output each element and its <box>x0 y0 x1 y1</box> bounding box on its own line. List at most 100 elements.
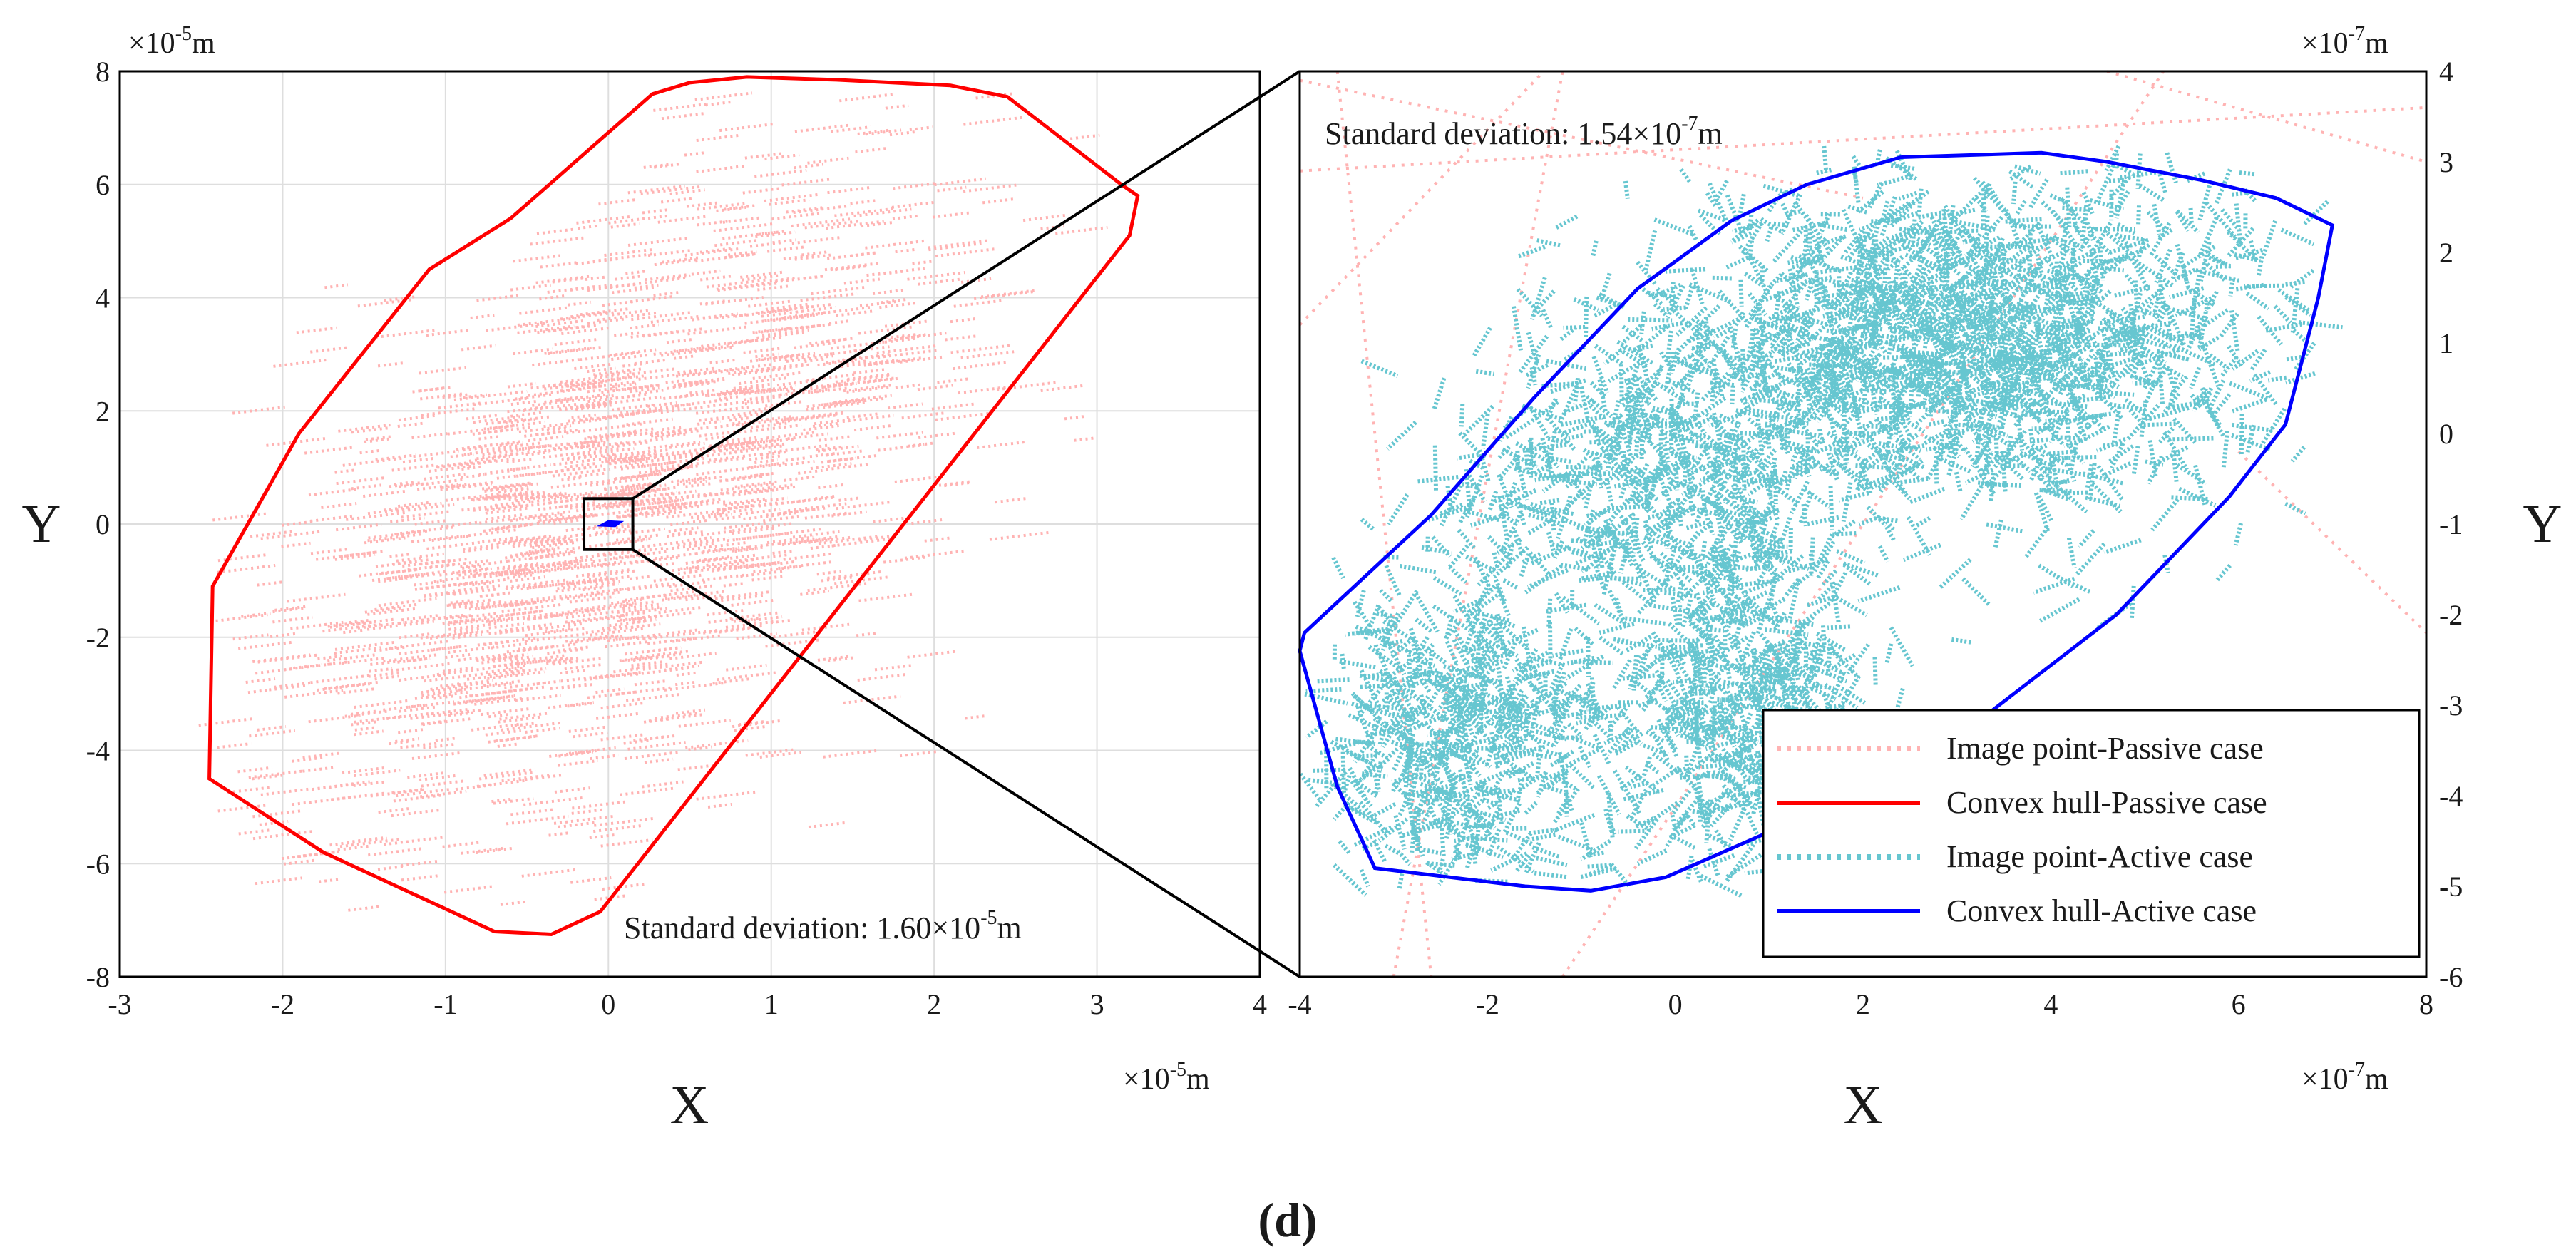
active-point <box>1999 256 2030 277</box>
passive-point <box>937 377 970 384</box>
active-point <box>2114 232 2134 250</box>
passive-point <box>529 581 573 590</box>
active-point <box>1652 406 1680 418</box>
passive-point <box>615 472 657 481</box>
active-point <box>1747 769 1763 781</box>
active-point <box>1823 235 1845 259</box>
active-point <box>2181 245 2216 270</box>
active-point <box>1529 832 1556 842</box>
passive-point <box>484 609 543 620</box>
passive-point <box>740 270 784 279</box>
active-point <box>2249 370 2272 384</box>
active-point <box>1475 809 1507 822</box>
passive-point <box>327 653 375 662</box>
passive-point <box>431 535 468 543</box>
active-point <box>1503 700 1528 731</box>
active-point <box>1847 304 1857 329</box>
passive-point <box>472 428 513 436</box>
active-point <box>1440 694 1452 723</box>
active-point <box>1452 597 1482 615</box>
active-point <box>2123 334 2138 352</box>
passive-point <box>744 399 771 406</box>
active-point <box>1643 364 1664 406</box>
passive-point <box>796 305 837 314</box>
passive-point <box>386 569 449 580</box>
active-point <box>1643 535 1667 547</box>
active-point <box>1367 645 1405 673</box>
active-point <box>1700 490 1708 511</box>
active-point <box>1901 265 1926 294</box>
active-point <box>1812 533 1834 574</box>
passive-point <box>457 578 506 587</box>
active-point <box>1821 365 1840 400</box>
active-point <box>2059 169 2088 176</box>
active-point <box>2019 394 2037 420</box>
passive-point <box>868 356 923 366</box>
passive-point <box>982 197 1015 205</box>
active-point <box>1787 400 1821 434</box>
active-point <box>1495 617 1516 629</box>
active-point <box>1840 338 1884 360</box>
passive-point <box>452 632 483 640</box>
active-point <box>1542 709 1568 739</box>
active-point <box>2215 564 2232 583</box>
active-point <box>1856 306 1889 324</box>
active-point <box>1636 697 1658 709</box>
passive-point <box>378 807 409 814</box>
passive-point <box>473 415 520 424</box>
active-point <box>1730 385 1735 405</box>
passive-point <box>411 432 448 440</box>
active-point <box>1985 457 2015 488</box>
passive-point <box>895 383 923 389</box>
active-point <box>1693 396 1727 421</box>
passive-point <box>645 510 683 518</box>
active-point <box>1947 402 1973 421</box>
passive-point <box>274 681 311 689</box>
passive-point <box>654 258 698 267</box>
active-point <box>1629 794 1642 816</box>
active-point <box>2147 440 2158 478</box>
active-point <box>1937 558 1972 590</box>
active-point <box>1840 255 1877 271</box>
passive-point <box>604 248 653 257</box>
active-point <box>1901 293 1935 307</box>
passive-point <box>623 738 652 745</box>
active-point <box>2039 466 2060 490</box>
active-point <box>2031 443 2069 468</box>
passive-point <box>555 582 619 593</box>
passive-point <box>548 831 570 837</box>
active-point <box>1435 674 1469 684</box>
active-point <box>2033 322 2061 334</box>
active-point <box>1777 342 1810 355</box>
passive-point <box>689 388 719 395</box>
active-point <box>1863 328 1880 334</box>
passive-point <box>391 463 435 472</box>
passive-point <box>458 679 493 687</box>
passive-point <box>732 488 777 497</box>
passive-point <box>558 750 594 758</box>
active-point <box>1785 618 1814 627</box>
active-point <box>2302 200 2329 226</box>
passive-point <box>569 595 616 604</box>
active-point <box>2035 222 2054 257</box>
active-point <box>1801 503 1808 527</box>
x-tick-label: -2 <box>271 988 294 1020</box>
active-point <box>1733 750 1762 786</box>
active-point <box>1785 209 1801 217</box>
active-point <box>1765 627 1809 637</box>
y-tick-label: 3 <box>2439 146 2453 178</box>
passive-point <box>888 332 947 342</box>
active-point <box>2012 454 2032 473</box>
active-point <box>2277 288 2311 313</box>
active-point <box>2077 358 2090 389</box>
active-point <box>1710 554 1735 562</box>
passive-point <box>709 590 770 601</box>
active-point <box>1787 362 1814 399</box>
passive-point <box>662 448 724 459</box>
active-point <box>1700 371 1730 402</box>
passive-point <box>486 490 548 501</box>
passive-point <box>517 324 575 334</box>
passive-point <box>517 316 580 327</box>
passive-point <box>486 322 549 332</box>
passive-point <box>423 590 451 597</box>
